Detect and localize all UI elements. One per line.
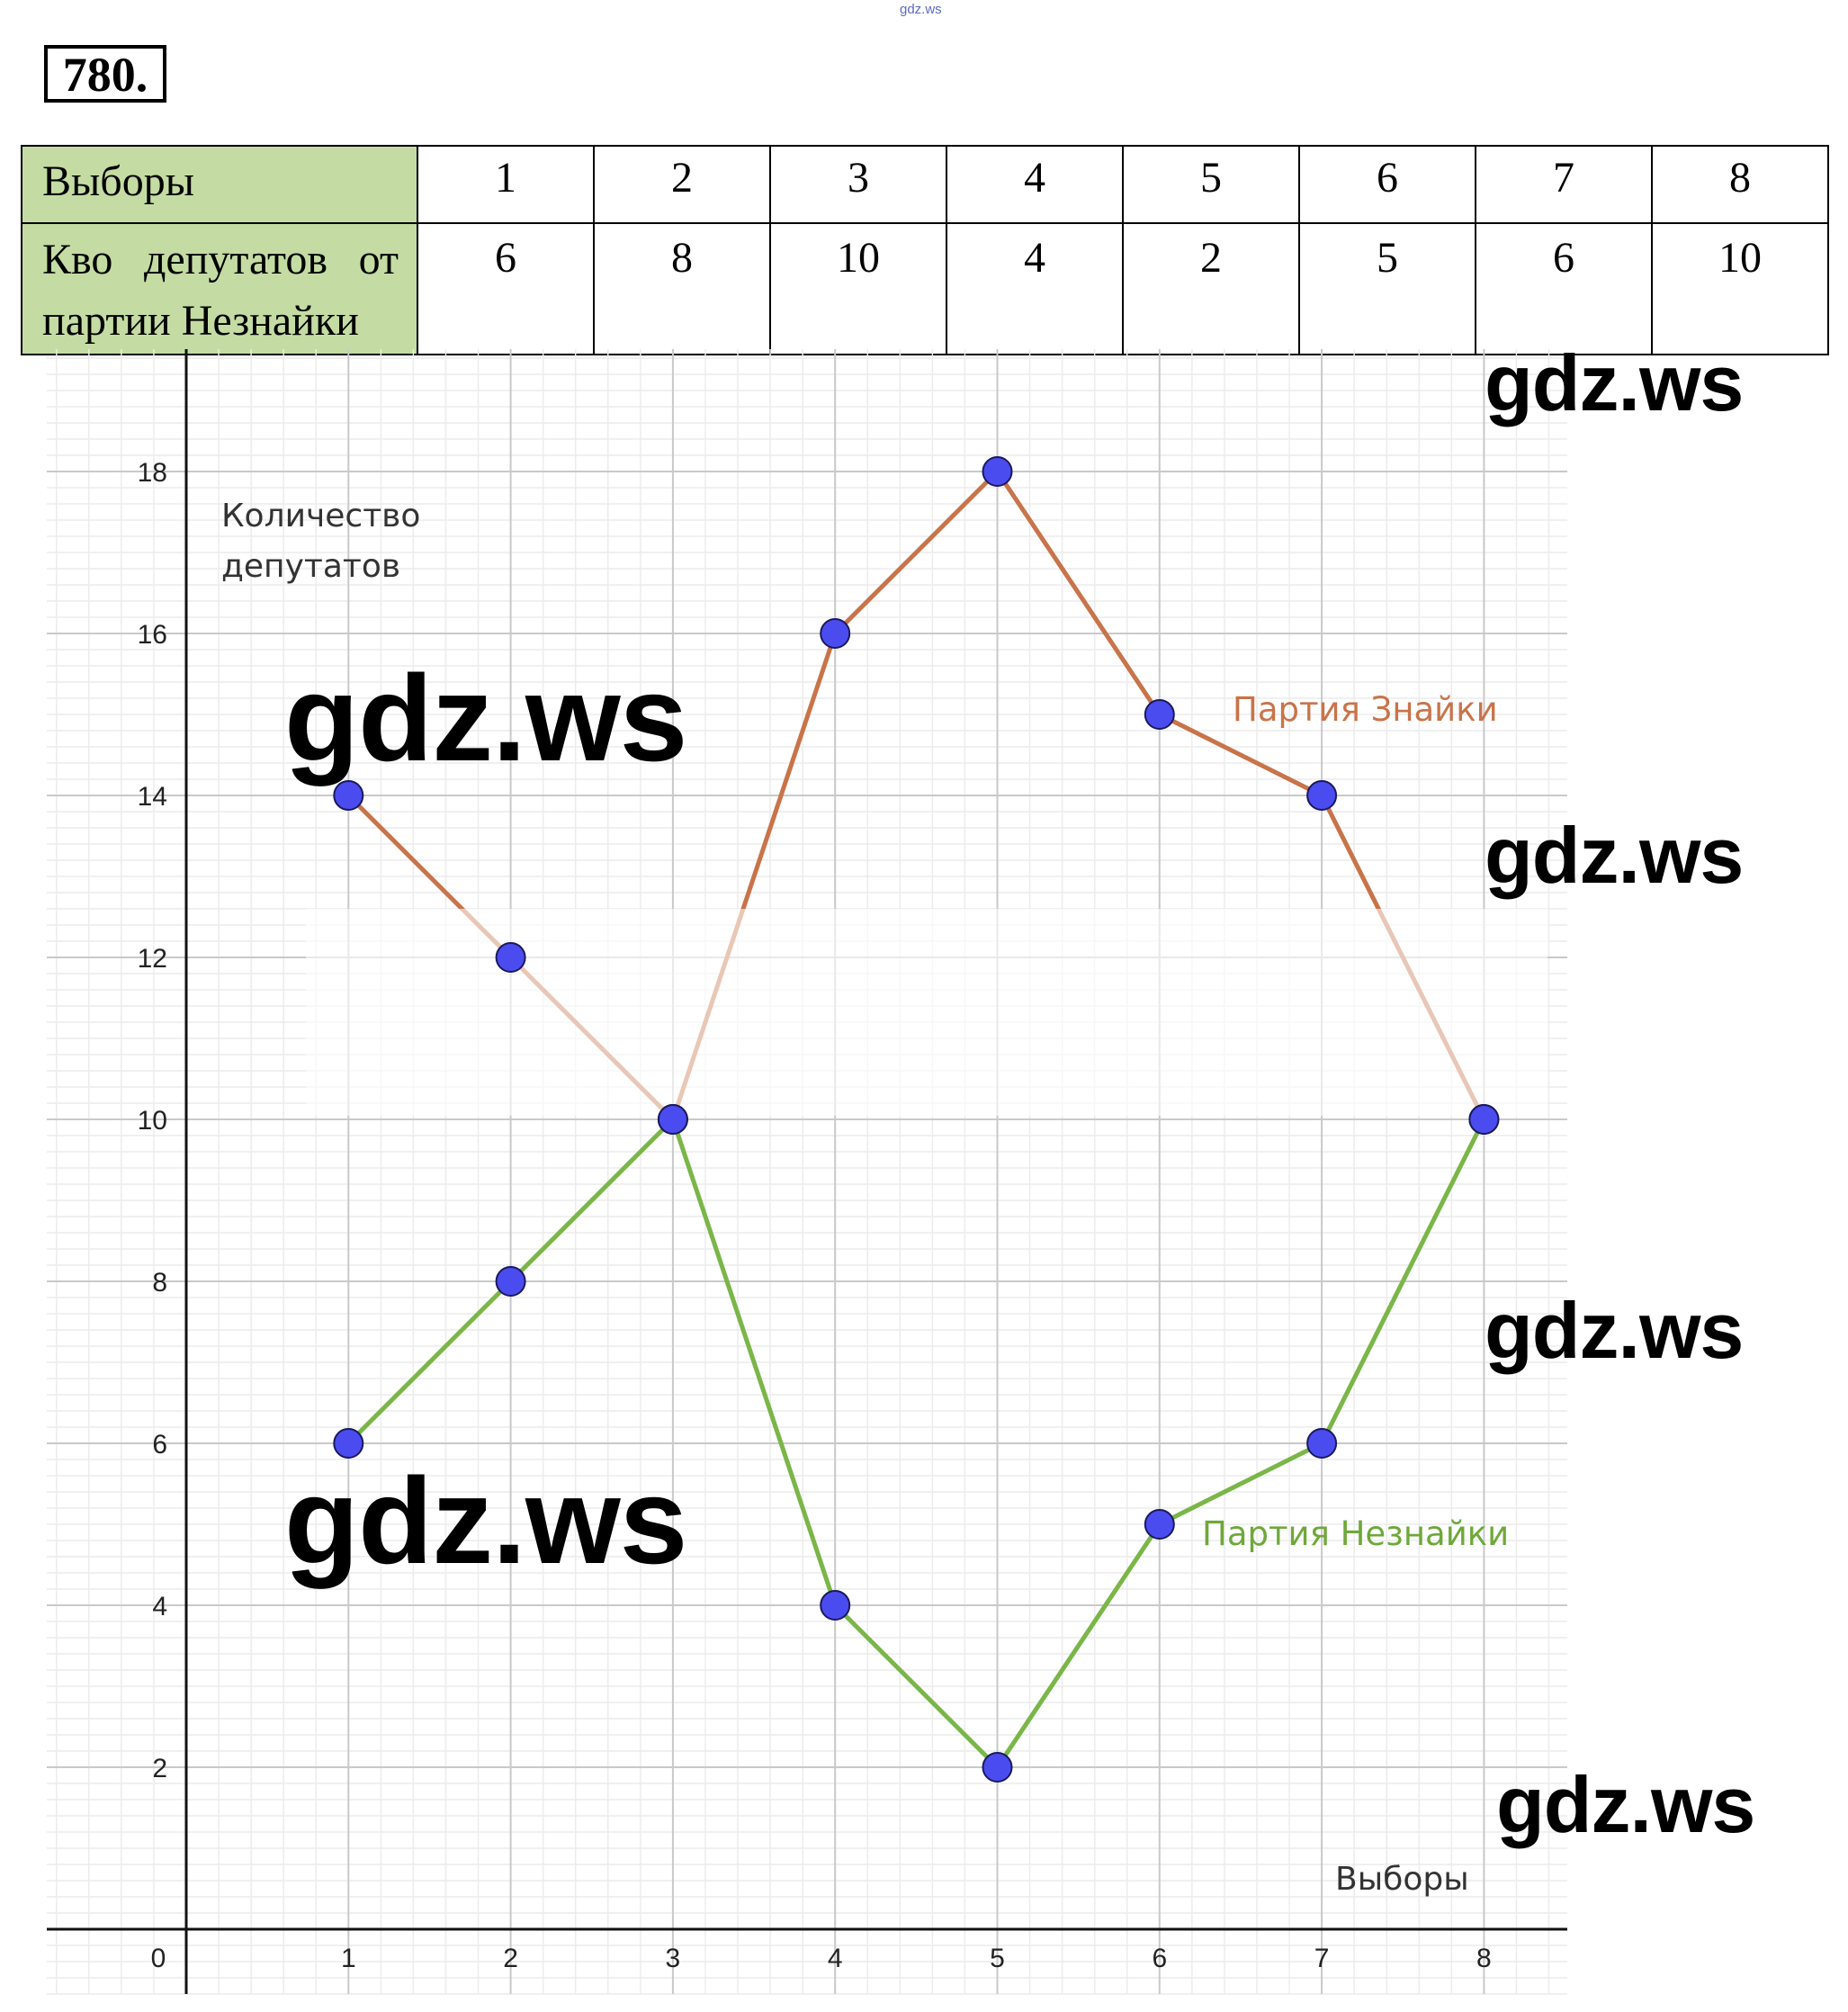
data-point <box>495 1266 526 1297</box>
y-axis-label: Количество <box>221 498 420 534</box>
table-cell: 2 <box>593 145 771 224</box>
site-watermark-small: gdz.ws <box>900 2 942 17</box>
data-point <box>1144 1509 1175 1540</box>
watermark-band <box>306 909 1547 1116</box>
data-point <box>657 1104 688 1135</box>
y-tick-label: 2 <box>152 1754 167 1783</box>
table-cell: 5 <box>1122 145 1300 224</box>
y-tick-label: 14 <box>138 782 167 812</box>
table-cell: 6 <box>1475 222 1653 355</box>
watermark: gdz.ws <box>284 650 687 786</box>
y-tick-label: 16 <box>138 620 167 650</box>
table-row-elections: Выборы 1 2 3 4 5 6 7 8 <box>21 145 1829 224</box>
elections-table: Выборы 1 2 3 4 5 6 7 8 Кво депутатов от … <box>21 145 1829 355</box>
table-header-deputies: Кво депутатов от партии Незнайки <box>21 222 418 355</box>
x-tick-label: 5 <box>990 1944 1005 1973</box>
data-point <box>333 780 364 811</box>
series-label-neznaiki: Партия Незнайки <box>1202 1514 1509 1553</box>
x-tick-label: 3 <box>666 1944 681 1973</box>
table-cell: 10 <box>1651 222 1829 355</box>
data-point <box>1306 780 1338 811</box>
watermark: gdz.ws <box>1485 811 1744 900</box>
x-tick-label: 4 <box>828 1944 843 1973</box>
y-tick-label: 18 <box>138 458 167 488</box>
table-cell: 6 <box>417 222 595 355</box>
data-point <box>1144 699 1175 730</box>
series-label-znaiki: Партия Знайки <box>1233 690 1498 729</box>
y-tick-label: 10 <box>138 1106 167 1136</box>
table-cell: 4 <box>946 145 1124 224</box>
task-number: 780. <box>44 45 166 103</box>
x-tick-label: 0 <box>151 1944 166 1973</box>
x-tick-label: 1 <box>341 1944 356 1973</box>
y-tick-label: 6 <box>152 1430 167 1460</box>
data-point <box>982 1752 1013 1783</box>
y-axis-label: депутатов <box>221 548 400 585</box>
table-cell: 1 <box>417 145 595 224</box>
data-point <box>1306 1428 1338 1459</box>
table-row-deputies: Кво депутатов от партии Незнайки 6 8 10 … <box>21 222 1829 355</box>
y-tick-label: 4 <box>152 1592 167 1621</box>
x-tick-label: 2 <box>503 1944 518 1973</box>
watermark: gdz.ws <box>1485 338 1744 427</box>
series-line <box>346 1117 1486 1770</box>
x-tick-label: 7 <box>1314 1944 1330 1973</box>
x-tick-label: 8 <box>1476 1944 1492 1973</box>
x-tick-label: 6 <box>1152 1944 1167 1973</box>
table-cell: 2 <box>1122 222 1300 355</box>
watermark: gdz.ws <box>1496 1760 1755 1849</box>
table-header-elections: Выборы <box>21 145 418 224</box>
data-point <box>333 1428 364 1459</box>
table-cell: 3 <box>769 145 947 224</box>
table-cell: 10 <box>769 222 947 355</box>
watermark: gdz.ws <box>284 1452 687 1589</box>
watermark: gdz.ws <box>1485 1286 1744 1375</box>
table-cell: 8 <box>593 222 771 355</box>
table-cell: 7 <box>1475 145 1653 224</box>
data-point <box>820 1590 851 1621</box>
data-point <box>1468 1104 1500 1135</box>
data-point <box>495 942 526 973</box>
data-point <box>820 618 851 649</box>
table-cell: 8 <box>1651 145 1829 224</box>
data-point <box>982 456 1013 487</box>
y-tick-label: 8 <box>152 1268 167 1298</box>
table-cell: 6 <box>1298 145 1476 224</box>
table-cell: 5 <box>1298 222 1476 355</box>
x-axis-label: Выборы <box>1335 1861 1469 1898</box>
y-tick-label: 12 <box>138 944 167 974</box>
table-cell: 4 <box>946 222 1124 355</box>
